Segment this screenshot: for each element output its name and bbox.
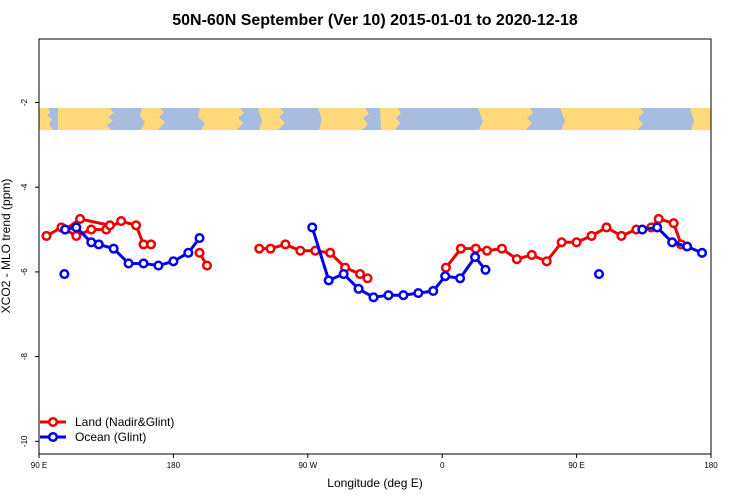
- series-land-point: [586, 230, 597, 241]
- series-land-point: [116, 216, 127, 227]
- y-tick-label: -8: [20, 353, 29, 361]
- series-ocean-point: [353, 283, 364, 294]
- series-ocean-point: [696, 247, 708, 258]
- series-land-point: [355, 268, 366, 280]
- series-ocean-point: [470, 252, 481, 263]
- y-tick-label: -10: [20, 435, 29, 447]
- series-ocean-point: [338, 268, 349, 280]
- series-ocean-point: [71, 222, 82, 233]
- x-axis-label: Longitude (deg E): [327, 476, 422, 490]
- x-tick-label: 0: [440, 461, 445, 470]
- series-land-point: [131, 220, 142, 231]
- series-land-point: [41, 230, 52, 241]
- series-land-point: [481, 245, 493, 256]
- y-tick-label: -4: [20, 183, 29, 191]
- series-land-point: [440, 262, 451, 273]
- series-layer: [41, 213, 708, 303]
- series-ocean-point: [307, 222, 318, 233]
- series-land-point: [254, 243, 265, 254]
- series-ocean-point: [440, 271, 451, 282]
- series-ocean-point: [455, 273, 466, 284]
- series-ocean-point: [480, 264, 491, 275]
- series-ocean-point: [60, 224, 71, 235]
- series-land-point: [194, 247, 205, 258]
- map-landmass: [39, 108, 711, 130]
- legend-ocean-label: Ocean (Glint): [75, 430, 146, 444]
- series-land-point: [653, 213, 664, 225]
- series-ocean-point: [153, 260, 164, 271]
- series-ocean-point: [428, 285, 439, 297]
- series-land-point: [455, 243, 466, 254]
- series-land-point: [362, 273, 373, 284]
- series-land-point: [265, 243, 276, 254]
- chart-title: 50N-60N September (Ver 10) 2015-01-01 to…: [172, 12, 578, 29]
- y-tick-label: -6: [20, 268, 29, 276]
- y-axis: -10 -8 -6 -4 -2: [20, 98, 39, 447]
- series-ocean-point: [398, 290, 409, 301]
- x-tick-label: 90 W: [298, 461, 317, 470]
- series-land-point: [295, 245, 306, 256]
- series-ocean-point: [652, 222, 663, 233]
- series-land-point: [86, 224, 97, 235]
- series-land-point: [280, 239, 291, 250]
- legend-ocean-marker: [47, 431, 59, 443]
- series-land-point: [496, 243, 507, 254]
- series-ocean-point: [383, 290, 394, 301]
- plot-area: [38, 38, 712, 455]
- series-ocean-point: [593, 268, 605, 280]
- series-land: [41, 213, 687, 284]
- series-land-point: [541, 256, 552, 267]
- series-ocean: [59, 222, 708, 303]
- series-land-point: [526, 249, 537, 261]
- series-ocean-point: [637, 224, 648, 235]
- series-ocean-point: [123, 258, 134, 269]
- series-ocean-point: [183, 247, 194, 258]
- series-land-point: [470, 243, 481, 254]
- x-tick-label: 90 E: [31, 461, 47, 470]
- world-map-band: [39, 108, 711, 130]
- series-land-point: [325, 247, 336, 258]
- series-land-point: [104, 220, 115, 231]
- series-ocean-point: [413, 288, 424, 299]
- series-land-point: [616, 230, 627, 241]
- series-ocean-point: [138, 258, 149, 269]
- series-ocean-point: [59, 268, 70, 280]
- series-ocean-point: [168, 256, 179, 267]
- x-tick-label: 180: [167, 461, 181, 470]
- series-ocean-point: [682, 241, 693, 252]
- legend: Land (Nadir&Glint) Ocean (Glint): [40, 415, 174, 444]
- legend-land-label: Land (Nadir&Glint): [75, 415, 174, 429]
- series-land-point: [601, 222, 612, 233]
- series-land-point: [511, 254, 522, 265]
- series-land-point: [668, 218, 679, 229]
- series-ocean-point: [667, 237, 678, 248]
- y-axis-label: XCO2 - MLO trend (ppm): [0, 179, 13, 314]
- legend-land-marker: [47, 416, 59, 428]
- y-tick-label: -2: [20, 98, 29, 106]
- series-ocean-point: [368, 292, 379, 303]
- x-axis: 90 E 180 90 W 0 90 E 180: [31, 454, 718, 470]
- series-ocean-point: [108, 243, 119, 254]
- series-land-point: [556, 237, 567, 248]
- x-tick-label: 180: [704, 461, 718, 470]
- series-land-point: [75, 213, 86, 225]
- series-ocean-point: [323, 275, 334, 286]
- series-land-point: [71, 230, 82, 241]
- series-ocean-point: [93, 239, 104, 250]
- series-ocean-point: [194, 232, 205, 244]
- series-land-point: [201, 260, 213, 271]
- series-land-point: [145, 239, 157, 250]
- x-tick-label: 90 E: [568, 461, 584, 470]
- series-land-point: [571, 237, 582, 248]
